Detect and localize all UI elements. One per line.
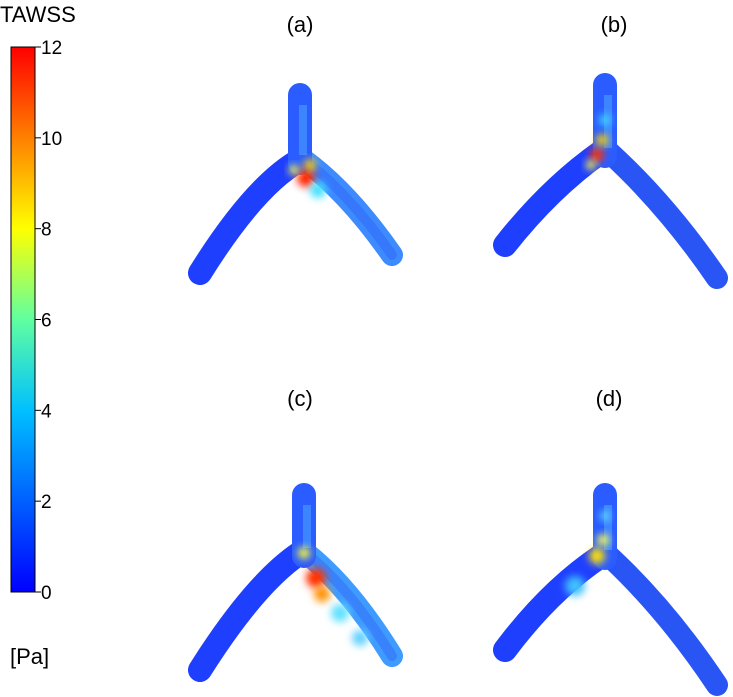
colorbar-tick-label: 4 — [41, 401, 52, 422]
colorbar-tick-label: 12 — [41, 38, 62, 59]
colorbar-unit: [Pa] — [10, 644, 49, 669]
wss-hotspot — [310, 182, 326, 198]
colorbar-gradient — [10, 46, 36, 593]
bifurcation-model — [188, 83, 403, 285]
right-branch — [598, 545, 728, 696]
wss-hotspot — [314, 586, 330, 602]
panel-c: (c) — [188, 386, 403, 682]
right-branch — [598, 141, 728, 289]
colorbar-tick-label: 0 — [41, 583, 52, 604]
wss-hotspot — [352, 630, 368, 646]
left-branch — [493, 544, 613, 662]
bifurcation-model — [493, 483, 728, 696]
colorbar-ticks: 0 2 4 6 8 10 12 — [35, 38, 62, 604]
panel-label: (a) — [287, 12, 314, 37]
colorbar-tick-label: 10 — [41, 129, 62, 150]
right-branch-shading — [301, 548, 397, 661]
panel-label: (b) — [601, 12, 628, 37]
wss-hotspot — [590, 148, 604, 162]
wss-hotspot — [331, 604, 349, 622]
left-branch — [188, 541, 312, 682]
right-branch-shading — [604, 147, 722, 283]
panel-label: (d) — [596, 386, 623, 411]
wss-hotspot — [297, 169, 315, 187]
bifurcation-model — [188, 483, 403, 682]
wss-hotspot — [597, 534, 609, 546]
right-branch-shading — [604, 551, 722, 690]
wss-hotspot — [298, 547, 310, 559]
colorbar: TAWSS 0 2 4 6 8 10 12 [Pa] — [0, 2, 76, 669]
wss-hotspot — [565, 576, 585, 596]
wss-hotspot — [304, 159, 316, 171]
colorbar-tick-label: 2 — [41, 492, 52, 513]
bifurcation-model — [493, 73, 728, 289]
panel-a: (a) — [188, 12, 403, 285]
panel-label: (c) — [287, 386, 313, 411]
colorbar-tick-label: 6 — [41, 311, 52, 332]
panel-d: (d) — [493, 386, 728, 696]
wss-hotspot — [289, 165, 299, 175]
right-branch — [295, 542, 403, 667]
wss-hotspot — [306, 568, 326, 588]
wss-hotspot — [589, 548, 605, 564]
panel-b: (b) — [493, 12, 728, 289]
colorbar-tick-label: 8 — [41, 220, 52, 241]
wss-hotspot — [600, 511, 610, 521]
wss-hotspot — [599, 114, 611, 126]
left-branch — [188, 148, 312, 285]
colorbar-title: TAWSS — [0, 2, 76, 27]
wss-hotspot — [596, 134, 608, 146]
wss-hotspot — [586, 160, 596, 170]
